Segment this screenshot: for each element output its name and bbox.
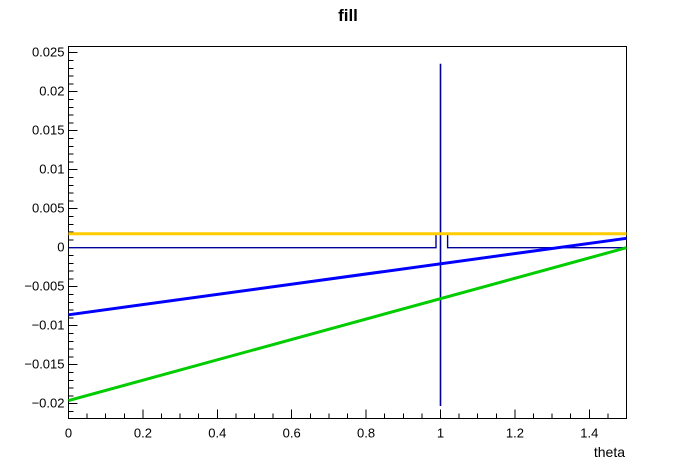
y-axis-tick-label: −0.015 [24,357,64,372]
y-axis-tick-label: 0 [57,240,64,255]
y-axis-tick-label: 0.025 [32,45,65,60]
x-axis-title: theta [593,444,625,460]
x-axis-tick-label: 0.8 [357,426,375,441]
x-axis-tick-label: 1.2 [506,426,524,441]
y-axis-tick-label: 0.005 [32,201,65,216]
x-axis-tick-label: 0.6 [283,426,301,441]
y-axis-tick-label: −0.01 [32,318,65,333]
y-axis-tick-label: 0.015 [32,123,65,138]
x-axis-tick-label: 1.4 [580,426,598,441]
y-axis-tick-label: 0.01 [39,162,64,177]
x-axis-tick-label: 1 [437,426,444,441]
series-green-line [68,246,627,403]
x-axis-tick-label: 0 [65,426,72,441]
chart-title: fill [338,6,358,25]
y-axis-tick-label: −0.02 [32,396,65,411]
x-axis-tick-label: 0.4 [208,426,226,441]
y-axis-tick-label: −0.005 [24,279,64,294]
series-delta-pulse-curve [68,232,627,249]
y-axis-tick-label: 0.02 [39,84,64,99]
x-axis-tick-label: 0.2 [134,426,152,441]
series-blue-line [68,236,627,317]
